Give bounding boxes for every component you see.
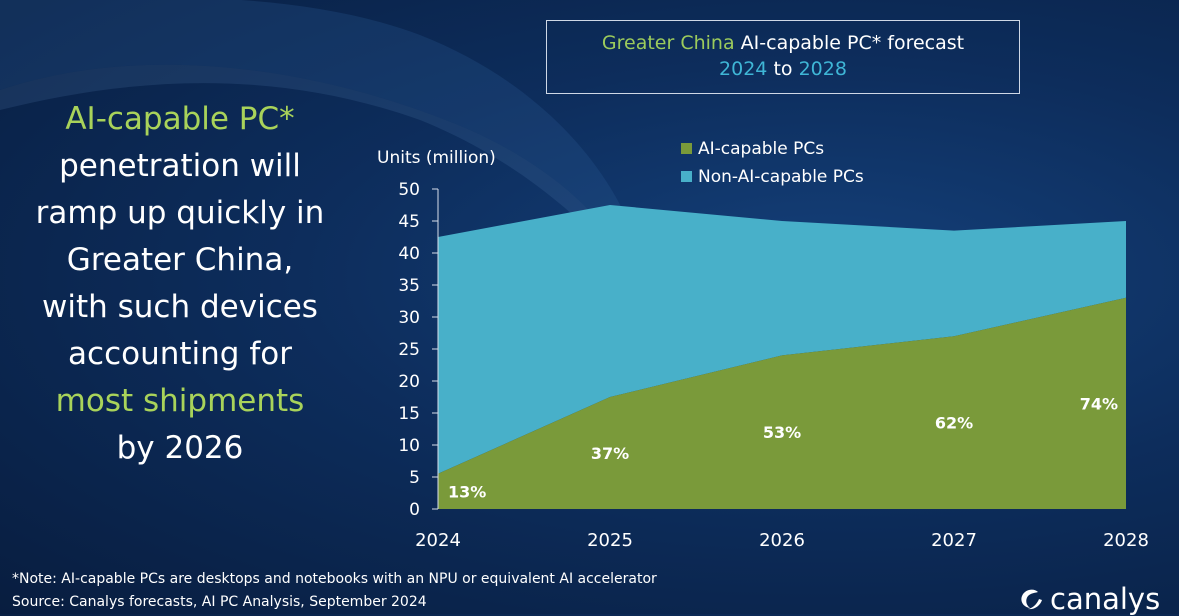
source-note: Source: Canalys forecasts, AI PC Analysi… <box>12 594 427 610</box>
headline-line-1: AI-capable PC* <box>65 101 295 137</box>
headline-line-7: most shipments <box>55 383 305 419</box>
y-axis-title: Units (million) <box>377 148 496 168</box>
y-tick-label: 0 <box>409 500 420 520</box>
x-tick-label: 2027 <box>931 530 977 551</box>
y-tick-label: 50 <box>398 180 420 200</box>
legend-swatch <box>681 143 692 154</box>
data-label: 74% <box>1080 394 1118 413</box>
footnote: *Note: AI-capable PCs are desktops and n… <box>12 571 657 587</box>
data-label: 53% <box>763 423 801 442</box>
headline-line-5: with such devices <box>42 289 318 325</box>
data-label: 62% <box>935 414 973 433</box>
y-tick-label: 45 <box>398 212 420 232</box>
y-tick-label: 10 <box>398 436 420 456</box>
title-year-start: 2024 <box>719 58 768 80</box>
ai-capable-area <box>438 297 1126 509</box>
legend-swatch <box>681 171 692 182</box>
brand-logo: canalys <box>1018 582 1160 616</box>
x-tick-label: 2026 <box>759 530 805 551</box>
y-tick-label: 20 <box>398 372 420 392</box>
x-tick-label: 2028 <box>1103 530 1149 551</box>
y-tick-label: 5 <box>409 468 420 488</box>
canalys-logo-icon <box>1021 589 1042 610</box>
title-region: Greater China <box>601 32 735 54</box>
legend-label: AI-capable PCs <box>698 139 824 159</box>
non-ai-capable-area <box>438 205 1126 474</box>
headline-line-2: penetration will <box>59 148 301 184</box>
y-tick-label: 35 <box>398 276 420 296</box>
legend-label: Non-AI-capable PCs <box>698 167 864 187</box>
brand-name: canalys <box>1050 582 1161 616</box>
y-tick-label: 25 <box>398 340 420 360</box>
headline-line-3: ramp up quickly in <box>35 195 325 231</box>
headline-line-6: accounting for <box>68 336 292 372</box>
title-connector: to <box>773 58 793 80</box>
data-label: 13% <box>448 482 486 501</box>
title-year-end: 2028 <box>798 58 847 80</box>
headline-line-4: Greater China, <box>66 242 294 278</box>
title-main: AI-capable PC* forecast <box>740 32 965 54</box>
y-tick-label: 15 <box>398 404 420 424</box>
headline: AI-capable PC* penetration will ramp up … <box>20 96 340 472</box>
y-tick-label: 30 <box>398 308 420 328</box>
x-tick-label: 2025 <box>587 530 633 551</box>
headline-line-8: by 2026 <box>116 430 244 466</box>
chart-title-box: Greater China AI-capable PC* forecast 20… <box>546 20 1020 94</box>
y-tick-label: 40 <box>398 244 420 264</box>
x-tick-label: 2024 <box>415 530 461 551</box>
data-label: 37% <box>591 444 629 463</box>
